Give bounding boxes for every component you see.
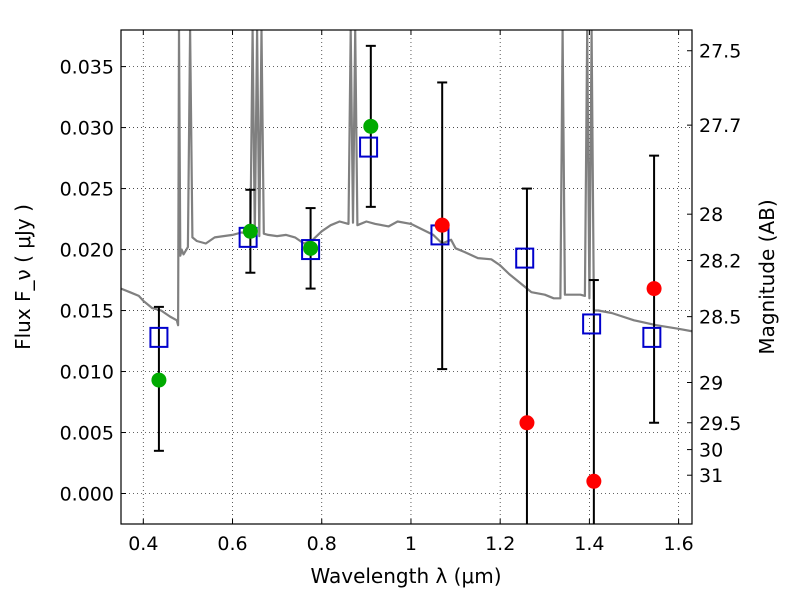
x-tick-label: 1.2	[485, 533, 515, 555]
y-axis-label: Flux F_ν ( μJy )	[11, 204, 35, 350]
mag-tick-label: 31	[699, 465, 723, 487]
y-tick-label: 0.020	[60, 240, 114, 262]
x-tick-label: 0.6	[217, 533, 247, 555]
mag-tick-label: 27.7	[699, 115, 741, 137]
mag-tick-label: 27.5	[699, 41, 741, 63]
model-flux-square	[149, 326, 169, 348]
x-tick-label: 1	[405, 533, 417, 555]
x-tick-label: 1.4	[574, 533, 604, 555]
observed-flux-point-faint	[646, 281, 662, 297]
model-flux-square	[301, 239, 321, 261]
y-tick-label: 0.000	[60, 484, 114, 506]
y-tick-label: 0.025	[60, 179, 114, 201]
mag-tick-label: 28.5	[699, 307, 741, 329]
observed-flux-point-faint	[434, 217, 450, 233]
x-tick-label: 0.8	[307, 533, 337, 555]
mag-tick-label: 29	[699, 373, 723, 395]
observed-flux-point-detected	[363, 118, 379, 134]
x-axis-label: Wavelength λ (μm)	[310, 564, 501, 588]
y-tick-label: 0.035	[60, 57, 114, 79]
observed-flux-point-detected	[242, 223, 258, 239]
observed-flux-point-faint	[586, 473, 602, 489]
mag-tick-label: 28	[699, 204, 723, 226]
model-flux-square	[642, 326, 662, 348]
model-flux-square	[359, 136, 379, 158]
y-axis-right-label: Magnitude (AB)	[755, 199, 779, 354]
y-tick-label: 0.015	[60, 301, 114, 323]
y-tick-label: 0.030	[60, 118, 114, 140]
model-flux-square	[582, 313, 602, 335]
axis-ticks: 0.4 0.6 0.8 1 1.2 1.4 1.6 0.000 0.005 0.010 0.015 0…	[60, 30, 741, 555]
mag-tick-label: 28.2	[699, 251, 741, 273]
plot-frame	[120, 29, 693, 525]
observed-flux-point-detected	[151, 372, 167, 388]
x-tick-label: 0.4	[128, 533, 158, 555]
mag-tick-label: 29.5	[699, 413, 741, 435]
observed-flux-point-faint	[519, 415, 535, 431]
model-flux-square	[515, 247, 535, 269]
plot-area	[121, 30, 692, 524]
x-tick-label: 1.6	[664, 533, 694, 555]
y-tick-label: 0.010	[60, 362, 114, 384]
sed-template-line	[121, 30, 692, 333]
y-tick-label: 0.005	[60, 423, 114, 445]
observed-flux-point-detected	[303, 240, 319, 256]
mag-tick-label: 30	[699, 440, 723, 462]
